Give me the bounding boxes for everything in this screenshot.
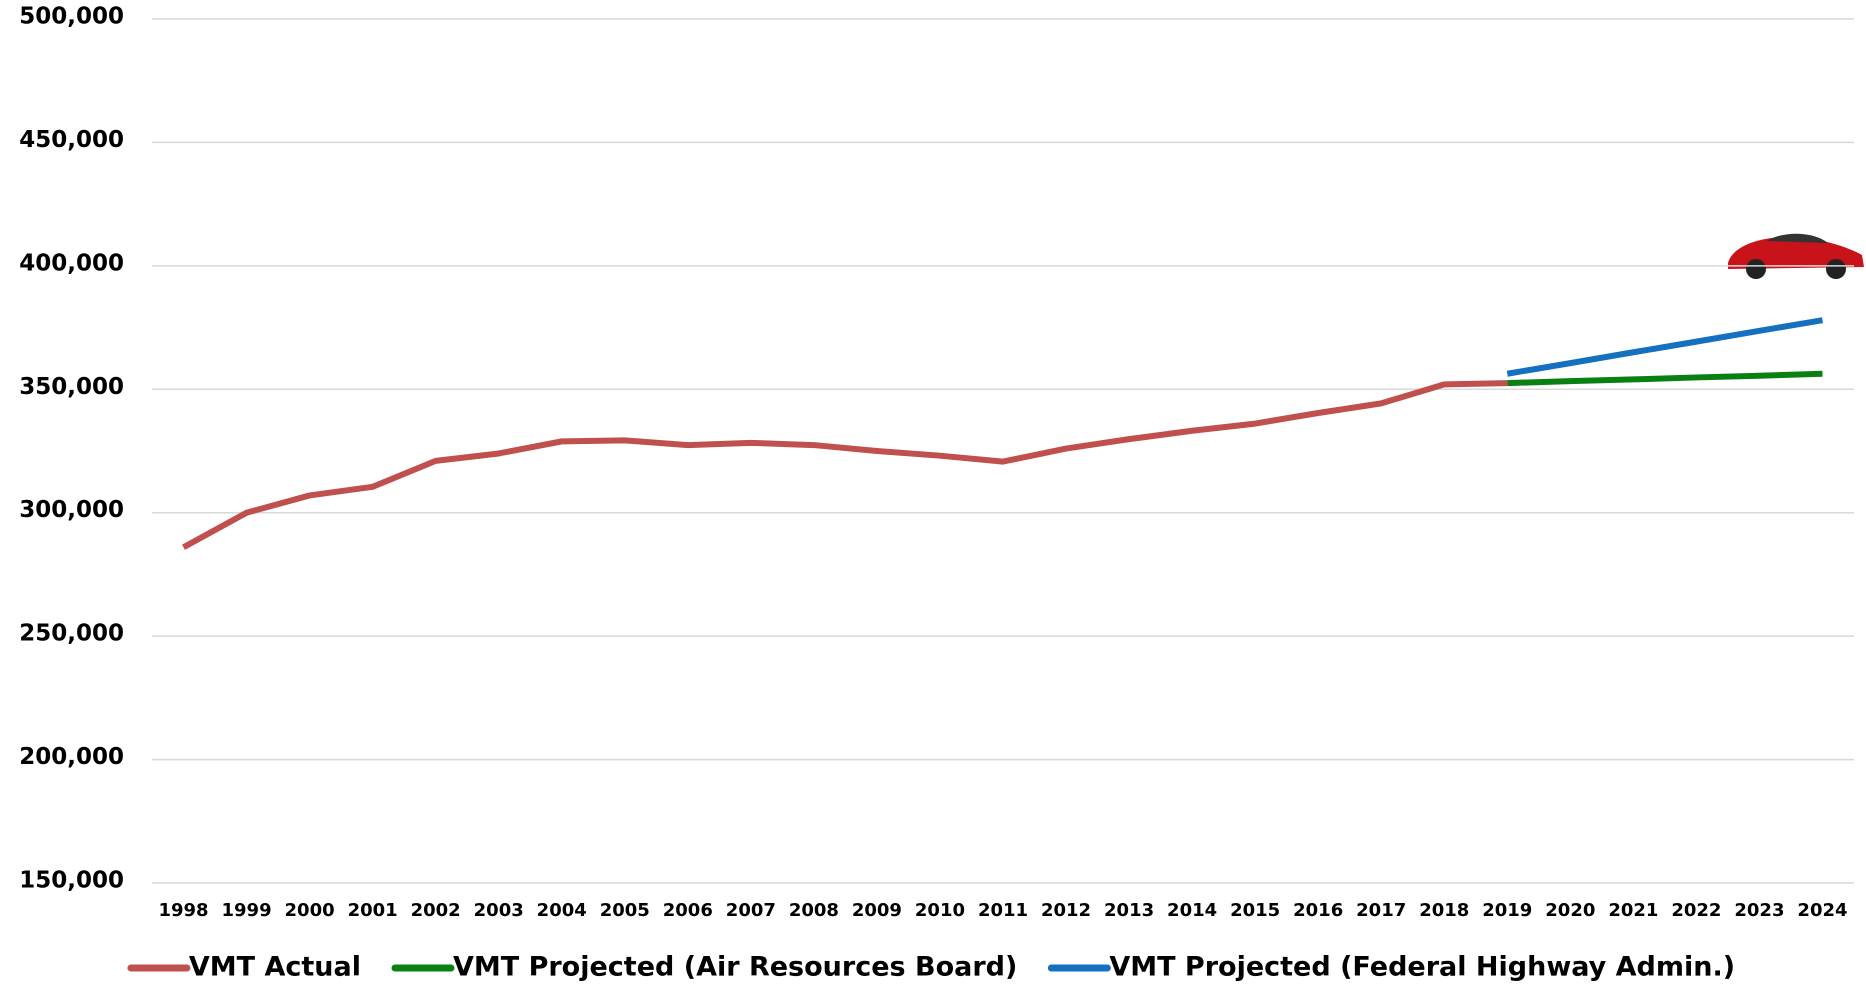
series-line bbox=[1507, 320, 1822, 374]
chart: 150,000 200,000 250,000 300,000 350,000 400,0… bbox=[0, 0, 1866, 987]
series-line bbox=[184, 383, 1508, 547]
x-tick-label: 2000 bbox=[285, 900, 335, 921]
legend: VMT Actual VMT Projected (Air Resources B… bbox=[131, 952, 1735, 983]
x-tick-label: 2015 bbox=[1230, 900, 1280, 921]
x-tick-label: 2016 bbox=[1293, 900, 1343, 921]
legend-label: VMT Projected (Air Resources Board) bbox=[453, 952, 1017, 983]
x-tick-label: 2013 bbox=[1104, 900, 1154, 921]
x-tick-label: 1999 bbox=[222, 900, 272, 921]
y-tick-label: 400,000 bbox=[19, 250, 124, 276]
x-tick-label: 2012 bbox=[1041, 900, 1091, 921]
x-tick-label: 2004 bbox=[537, 900, 587, 921]
x-tick-label: 2007 bbox=[726, 900, 776, 921]
x-tick-label: 2009 bbox=[852, 900, 902, 921]
x-tick-label: 2005 bbox=[600, 900, 650, 921]
y-tick-label: 150,000 bbox=[19, 868, 124, 894]
x-tick-label: 2002 bbox=[411, 900, 461, 921]
x-tick-label: 2022 bbox=[1671, 900, 1721, 921]
y-tick-label: 450,000 bbox=[19, 127, 124, 153]
x-tick-label: 2011 bbox=[978, 900, 1028, 921]
x-tick-label: 2010 bbox=[915, 900, 965, 921]
x-tick-label: 2018 bbox=[1419, 900, 1469, 921]
legend-label: VMT Actual bbox=[189, 952, 361, 983]
x-tick-label: 2019 bbox=[1482, 900, 1532, 921]
y-tick-label: 200,000 bbox=[19, 744, 124, 770]
x-tick-label: 2017 bbox=[1356, 900, 1406, 921]
x-tick-label: 2003 bbox=[474, 900, 524, 921]
x-tick-label: 2020 bbox=[1545, 900, 1595, 921]
legend-label: VMT Projected (Federal Highway Admin.) bbox=[1109, 952, 1735, 983]
y-tick-label: 350,000 bbox=[19, 374, 124, 400]
y-tick-label: 500,000 bbox=[19, 4, 124, 30]
y-tick-label: 300,000 bbox=[19, 497, 124, 523]
car-icon bbox=[1728, 234, 1864, 279]
x-tick-label: 2021 bbox=[1608, 900, 1658, 921]
x-tick-label: 2006 bbox=[663, 900, 713, 921]
y-tick-label: 250,000 bbox=[19, 621, 124, 647]
x-tick-label: 2001 bbox=[348, 900, 398, 921]
x-tick-label: 2014 bbox=[1167, 900, 1217, 921]
x-tick-label: 2024 bbox=[1797, 900, 1847, 921]
x-tick-label: 2008 bbox=[789, 900, 839, 921]
x-tick-label: 1998 bbox=[158, 900, 208, 921]
x-tick-label: 2023 bbox=[1734, 900, 1784, 921]
series-line bbox=[1507, 374, 1822, 383]
